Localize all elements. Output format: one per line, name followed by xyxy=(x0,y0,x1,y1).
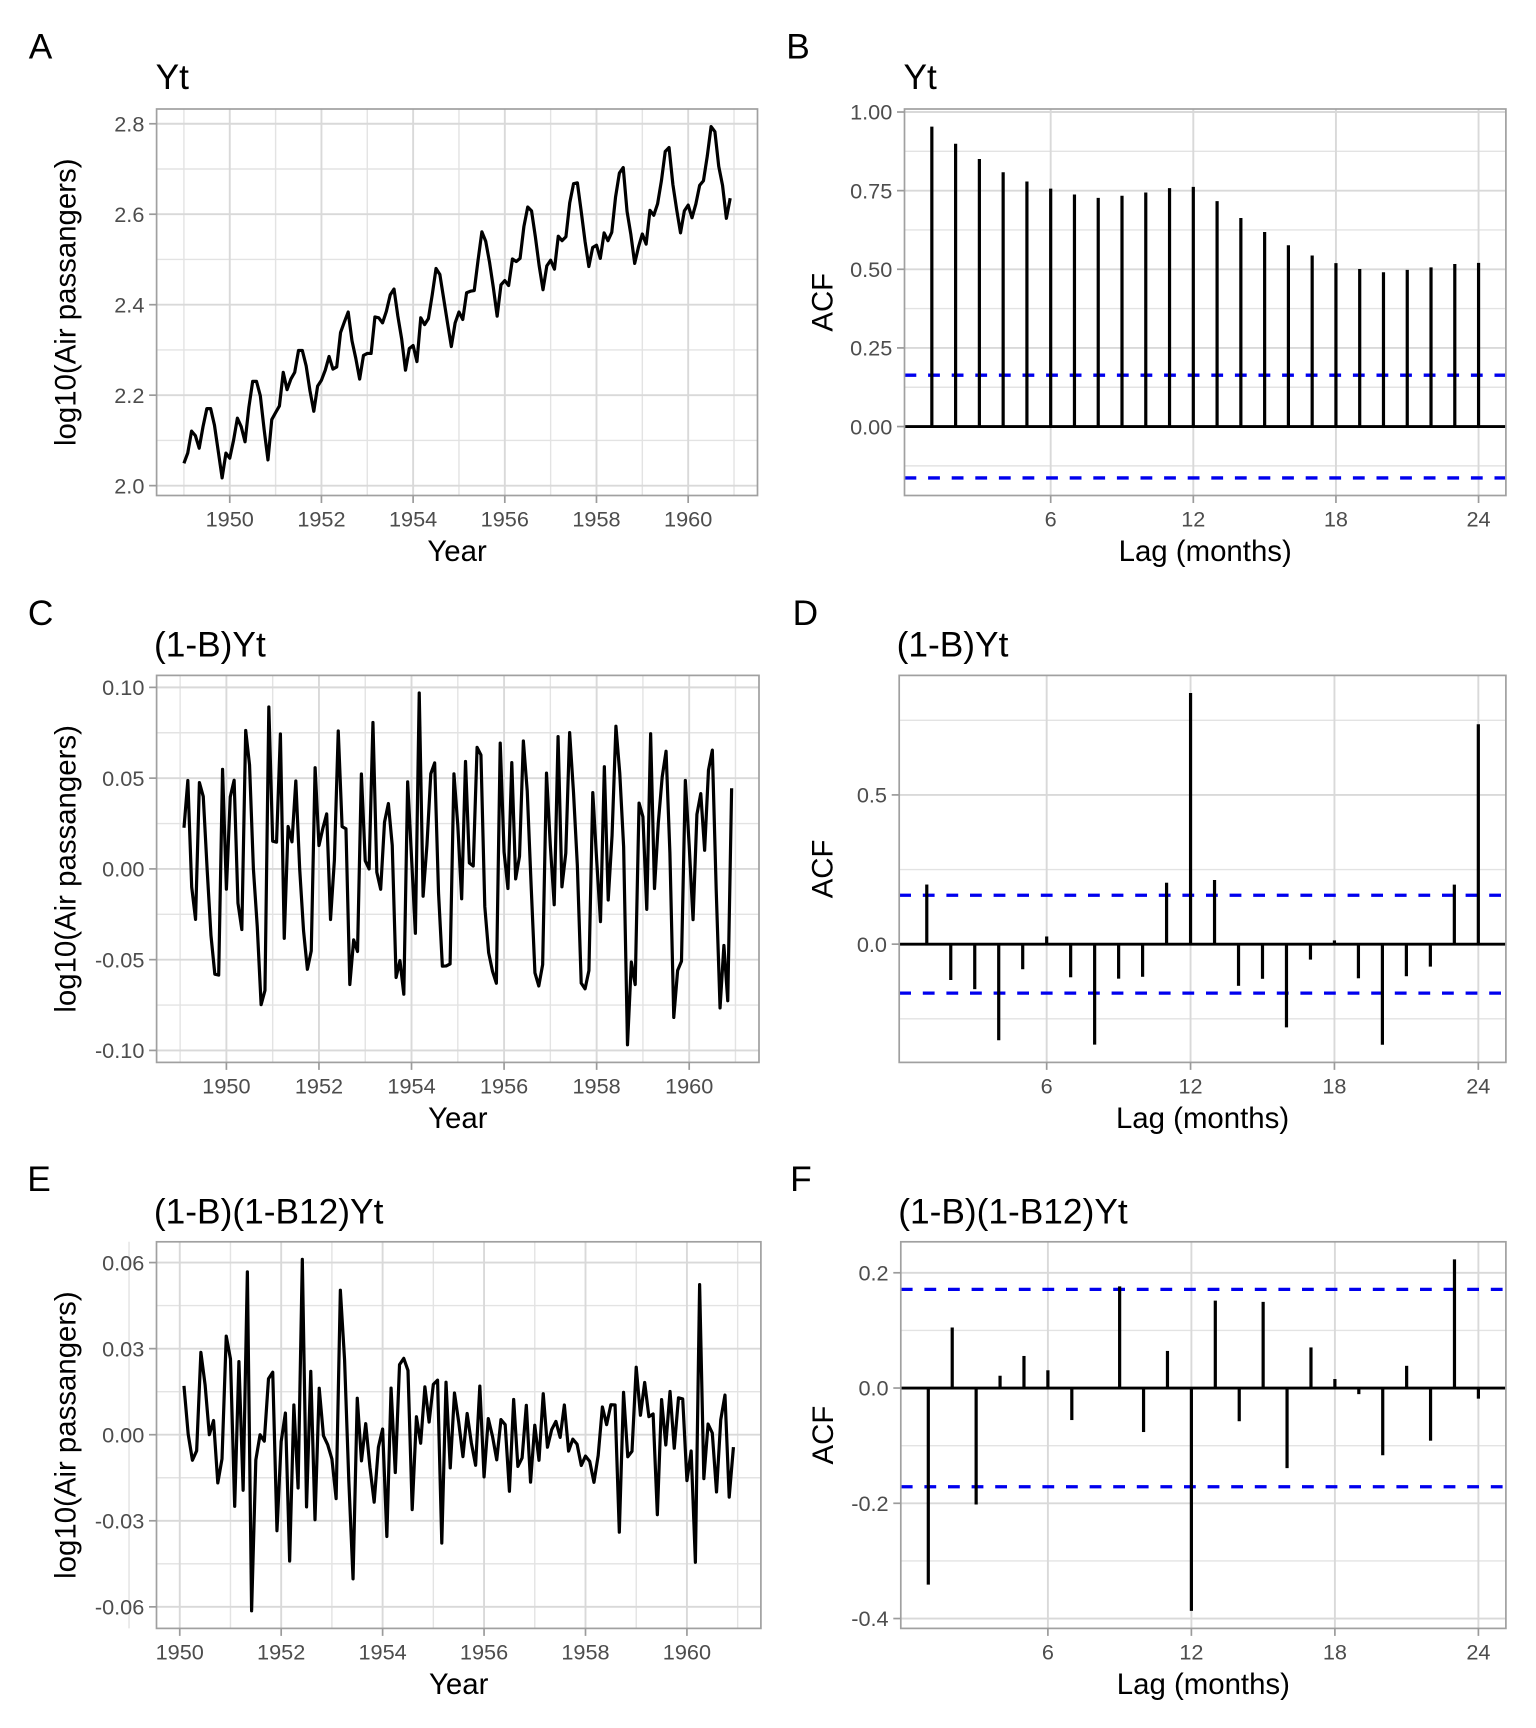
svg-text:0.5: 0.5 xyxy=(857,783,887,808)
svg-text:2.4: 2.4 xyxy=(114,292,144,317)
svg-text:24: 24 xyxy=(1466,1639,1490,1664)
svg-text:Yt: Yt xyxy=(904,58,938,97)
svg-text:2.2: 2.2 xyxy=(114,383,144,408)
svg-text:1954: 1954 xyxy=(387,1073,435,1098)
svg-text:18: 18 xyxy=(1324,507,1348,532)
svg-text:18: 18 xyxy=(1322,1073,1346,1098)
svg-text:0.50: 0.50 xyxy=(850,257,892,282)
svg-text:1956: 1956 xyxy=(481,507,529,532)
svg-text:24: 24 xyxy=(1466,507,1490,532)
svg-text:F: F xyxy=(790,1160,812,1199)
svg-text:0.06: 0.06 xyxy=(102,1250,144,1275)
svg-text:0.05: 0.05 xyxy=(102,766,144,791)
svg-text:-0.2: -0.2 xyxy=(851,1491,888,1516)
svg-text:0.00: 0.00 xyxy=(102,1422,144,1447)
svg-text:1960: 1960 xyxy=(663,1639,711,1664)
svg-text:2.6: 2.6 xyxy=(114,202,144,227)
svg-text:Year: Year xyxy=(429,1668,489,1701)
svg-text:1954: 1954 xyxy=(358,1639,406,1664)
svg-text:1956: 1956 xyxy=(460,1639,508,1664)
svg-text:2.0: 2.0 xyxy=(114,473,144,498)
svg-text:0.75: 0.75 xyxy=(850,178,892,203)
svg-text:1950: 1950 xyxy=(202,1073,250,1098)
svg-text:18: 18 xyxy=(1323,1639,1347,1664)
svg-text:6: 6 xyxy=(1042,1639,1054,1664)
svg-text:Year: Year xyxy=(428,1102,488,1135)
svg-text:0.25: 0.25 xyxy=(850,336,892,361)
svg-text:(1-B)(1-B12)Yt: (1-B)(1-B12)Yt xyxy=(898,1193,1128,1232)
svg-text:A: A xyxy=(29,28,53,67)
svg-text:(1-B)Yt: (1-B)Yt xyxy=(897,626,1009,665)
svg-text:(1-B)(1-B12)Yt: (1-B)(1-B12)Yt xyxy=(154,1193,384,1232)
svg-text:B: B xyxy=(786,28,810,67)
svg-text:-0.4: -0.4 xyxy=(851,1606,888,1631)
svg-text:0.00: 0.00 xyxy=(850,414,892,439)
svg-text:6: 6 xyxy=(1041,1073,1053,1098)
svg-text:1950: 1950 xyxy=(156,1639,204,1664)
svg-text:1956: 1956 xyxy=(480,1073,528,1098)
svg-text:ACF: ACF xyxy=(807,840,840,899)
svg-text:0.10: 0.10 xyxy=(102,675,144,700)
svg-text:1958: 1958 xyxy=(561,1639,609,1664)
svg-text:log10(Air passangers): log10(Air passangers) xyxy=(50,725,83,1013)
svg-text:1954: 1954 xyxy=(389,507,437,532)
svg-text:0.0: 0.0 xyxy=(857,932,887,957)
svg-text:Year: Year xyxy=(427,535,487,568)
svg-text:12: 12 xyxy=(1179,1639,1203,1664)
svg-text:1952: 1952 xyxy=(297,507,345,532)
svg-text:-0.03: -0.03 xyxy=(95,1508,144,1533)
svg-text:log10(Air passangers): log10(Air passangers) xyxy=(50,158,83,446)
svg-text:ACF: ACF xyxy=(807,1406,840,1465)
svg-text:log10(Air passangers): log10(Air passangers) xyxy=(50,1291,83,1579)
svg-text:6: 6 xyxy=(1045,507,1057,532)
svg-text:0.0: 0.0 xyxy=(858,1376,888,1401)
svg-text:D: D xyxy=(793,594,819,633)
svg-text:Lag (months): Lag (months) xyxy=(1116,1102,1289,1135)
svg-text:1958: 1958 xyxy=(573,1073,621,1098)
svg-text:1950: 1950 xyxy=(206,507,254,532)
svg-text:2.8: 2.8 xyxy=(114,111,144,136)
svg-text:24: 24 xyxy=(1466,1073,1490,1098)
svg-text:(1-B)Yt: (1-B)Yt xyxy=(154,626,266,665)
svg-text:1958: 1958 xyxy=(572,507,620,532)
svg-text:0.2: 0.2 xyxy=(858,1260,888,1285)
svg-text:12: 12 xyxy=(1178,1073,1202,1098)
svg-text:0.00: 0.00 xyxy=(102,857,144,882)
svg-text:C: C xyxy=(28,594,54,633)
svg-text:-0.05: -0.05 xyxy=(95,947,144,972)
svg-text:ACF: ACF xyxy=(807,273,840,332)
svg-text:-0.10: -0.10 xyxy=(95,1038,144,1063)
svg-text:1952: 1952 xyxy=(295,1073,343,1098)
svg-text:1960: 1960 xyxy=(665,1073,713,1098)
svg-text:Lag (months): Lag (months) xyxy=(1119,535,1292,568)
svg-text:-0.06: -0.06 xyxy=(95,1595,144,1620)
svg-text:1.00: 1.00 xyxy=(850,100,892,125)
svg-text:Lag (months): Lag (months) xyxy=(1117,1668,1290,1701)
svg-text:1960: 1960 xyxy=(664,507,712,532)
svg-text:1952: 1952 xyxy=(257,1639,305,1664)
svg-text:Yt: Yt xyxy=(156,58,190,97)
svg-text:0.03: 0.03 xyxy=(102,1336,144,1361)
svg-text:12: 12 xyxy=(1181,507,1205,532)
svg-text:E: E xyxy=(27,1160,51,1199)
